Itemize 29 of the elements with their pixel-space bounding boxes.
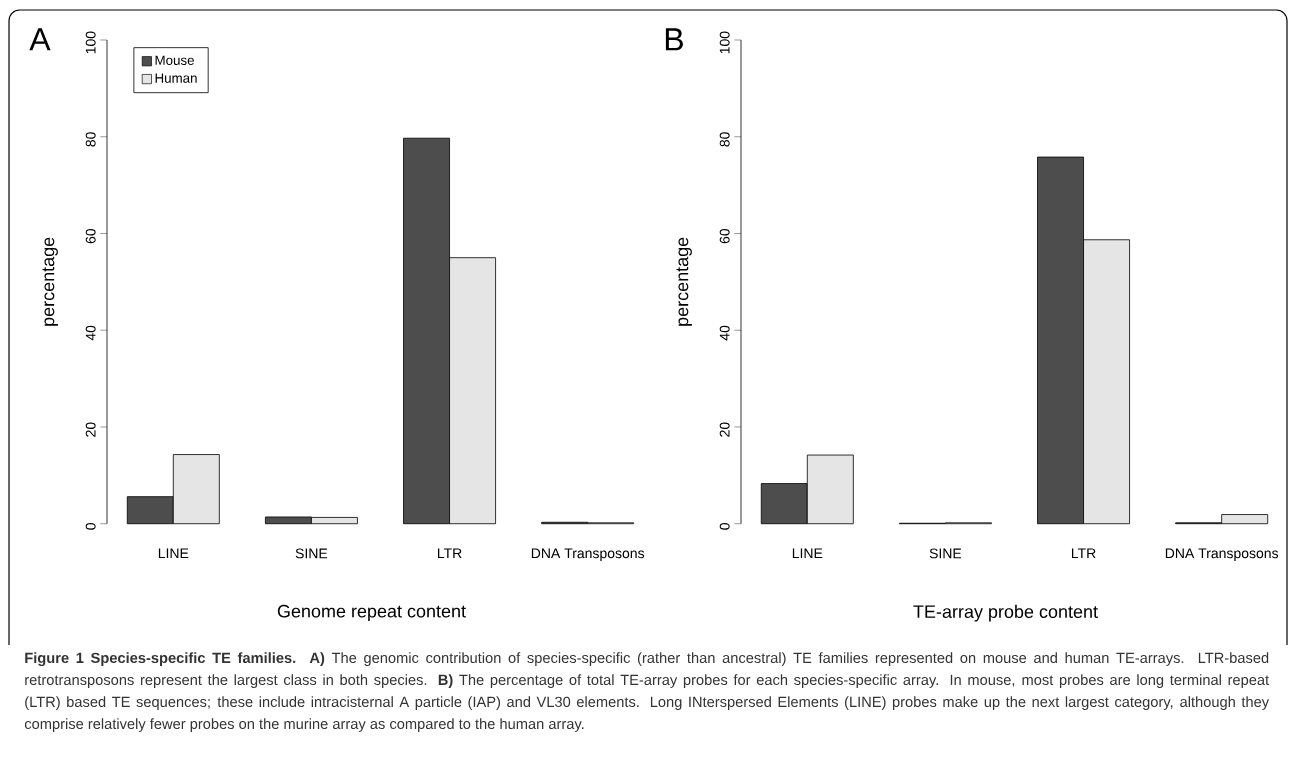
text: A <box>29 28 51 51</box>
text: B <box>665 28 683 51</box>
y-tick-label: 80 <box>719 132 730 147</box>
x-tick-label: SINE <box>295 548 328 559</box>
y-tick-label: 20 <box>719 422 730 437</box>
y-tick-label: 100 <box>85 31 96 54</box>
legend-label: Mouse <box>155 55 194 65</box>
x-tick-label: LINE <box>158 548 189 559</box>
y-axis-title: percentage <box>42 237 58 326</box>
x-axis-title: TE-array probe content <box>913 604 1098 622</box>
y-tick-label: 40 <box>719 325 730 341</box>
y-tick-label: 60 <box>719 228 730 244</box>
y-tick-label: 20 <box>85 422 96 437</box>
y-tick-label: 0 <box>85 523 96 530</box>
x-tick-label: LINE <box>792 548 823 559</box>
x-tick-label: DNA Transposons <box>1165 548 1279 561</box>
legend-label: Human <box>155 73 197 83</box>
text: Figure 1 Species-specific TE families. A) The genomic contribution of species-specific (rather than ancestral) TE families represented on mouse and human TE-arrays. LTR-based retrotransposons represent the largest class in both species. B) The percentage of total TE-array probes for each species-specific array. In mouse, most probes are long terminal repeat (LTR) based TE sequences; these include intracisternal A particle (IAP) and VL30 elements. Long INterspersed Elements (LINE) probes make up the next largest category, although they comprise relatively fewer probes on the murine array as compared to the human array. <box>24 652 1270 732</box>
y-tick-label: 80 <box>85 132 96 147</box>
x-tick-label: LTR <box>437 548 462 559</box>
y-axis-title: percentage <box>676 237 692 326</box>
x-tick-label: SINE <box>929 548 962 559</box>
x-tick-label: LTR <box>1071 548 1096 559</box>
y-tick-label: 0 <box>719 523 730 530</box>
y-tick-label: 40 <box>85 325 96 341</box>
y-tick-label: 100 <box>719 31 730 54</box>
y-tick-label: 60 <box>85 228 96 244</box>
x-tick-label: DNA Transposons <box>531 548 645 561</box>
x-axis-title: Genome repeat content <box>277 604 466 622</box>
